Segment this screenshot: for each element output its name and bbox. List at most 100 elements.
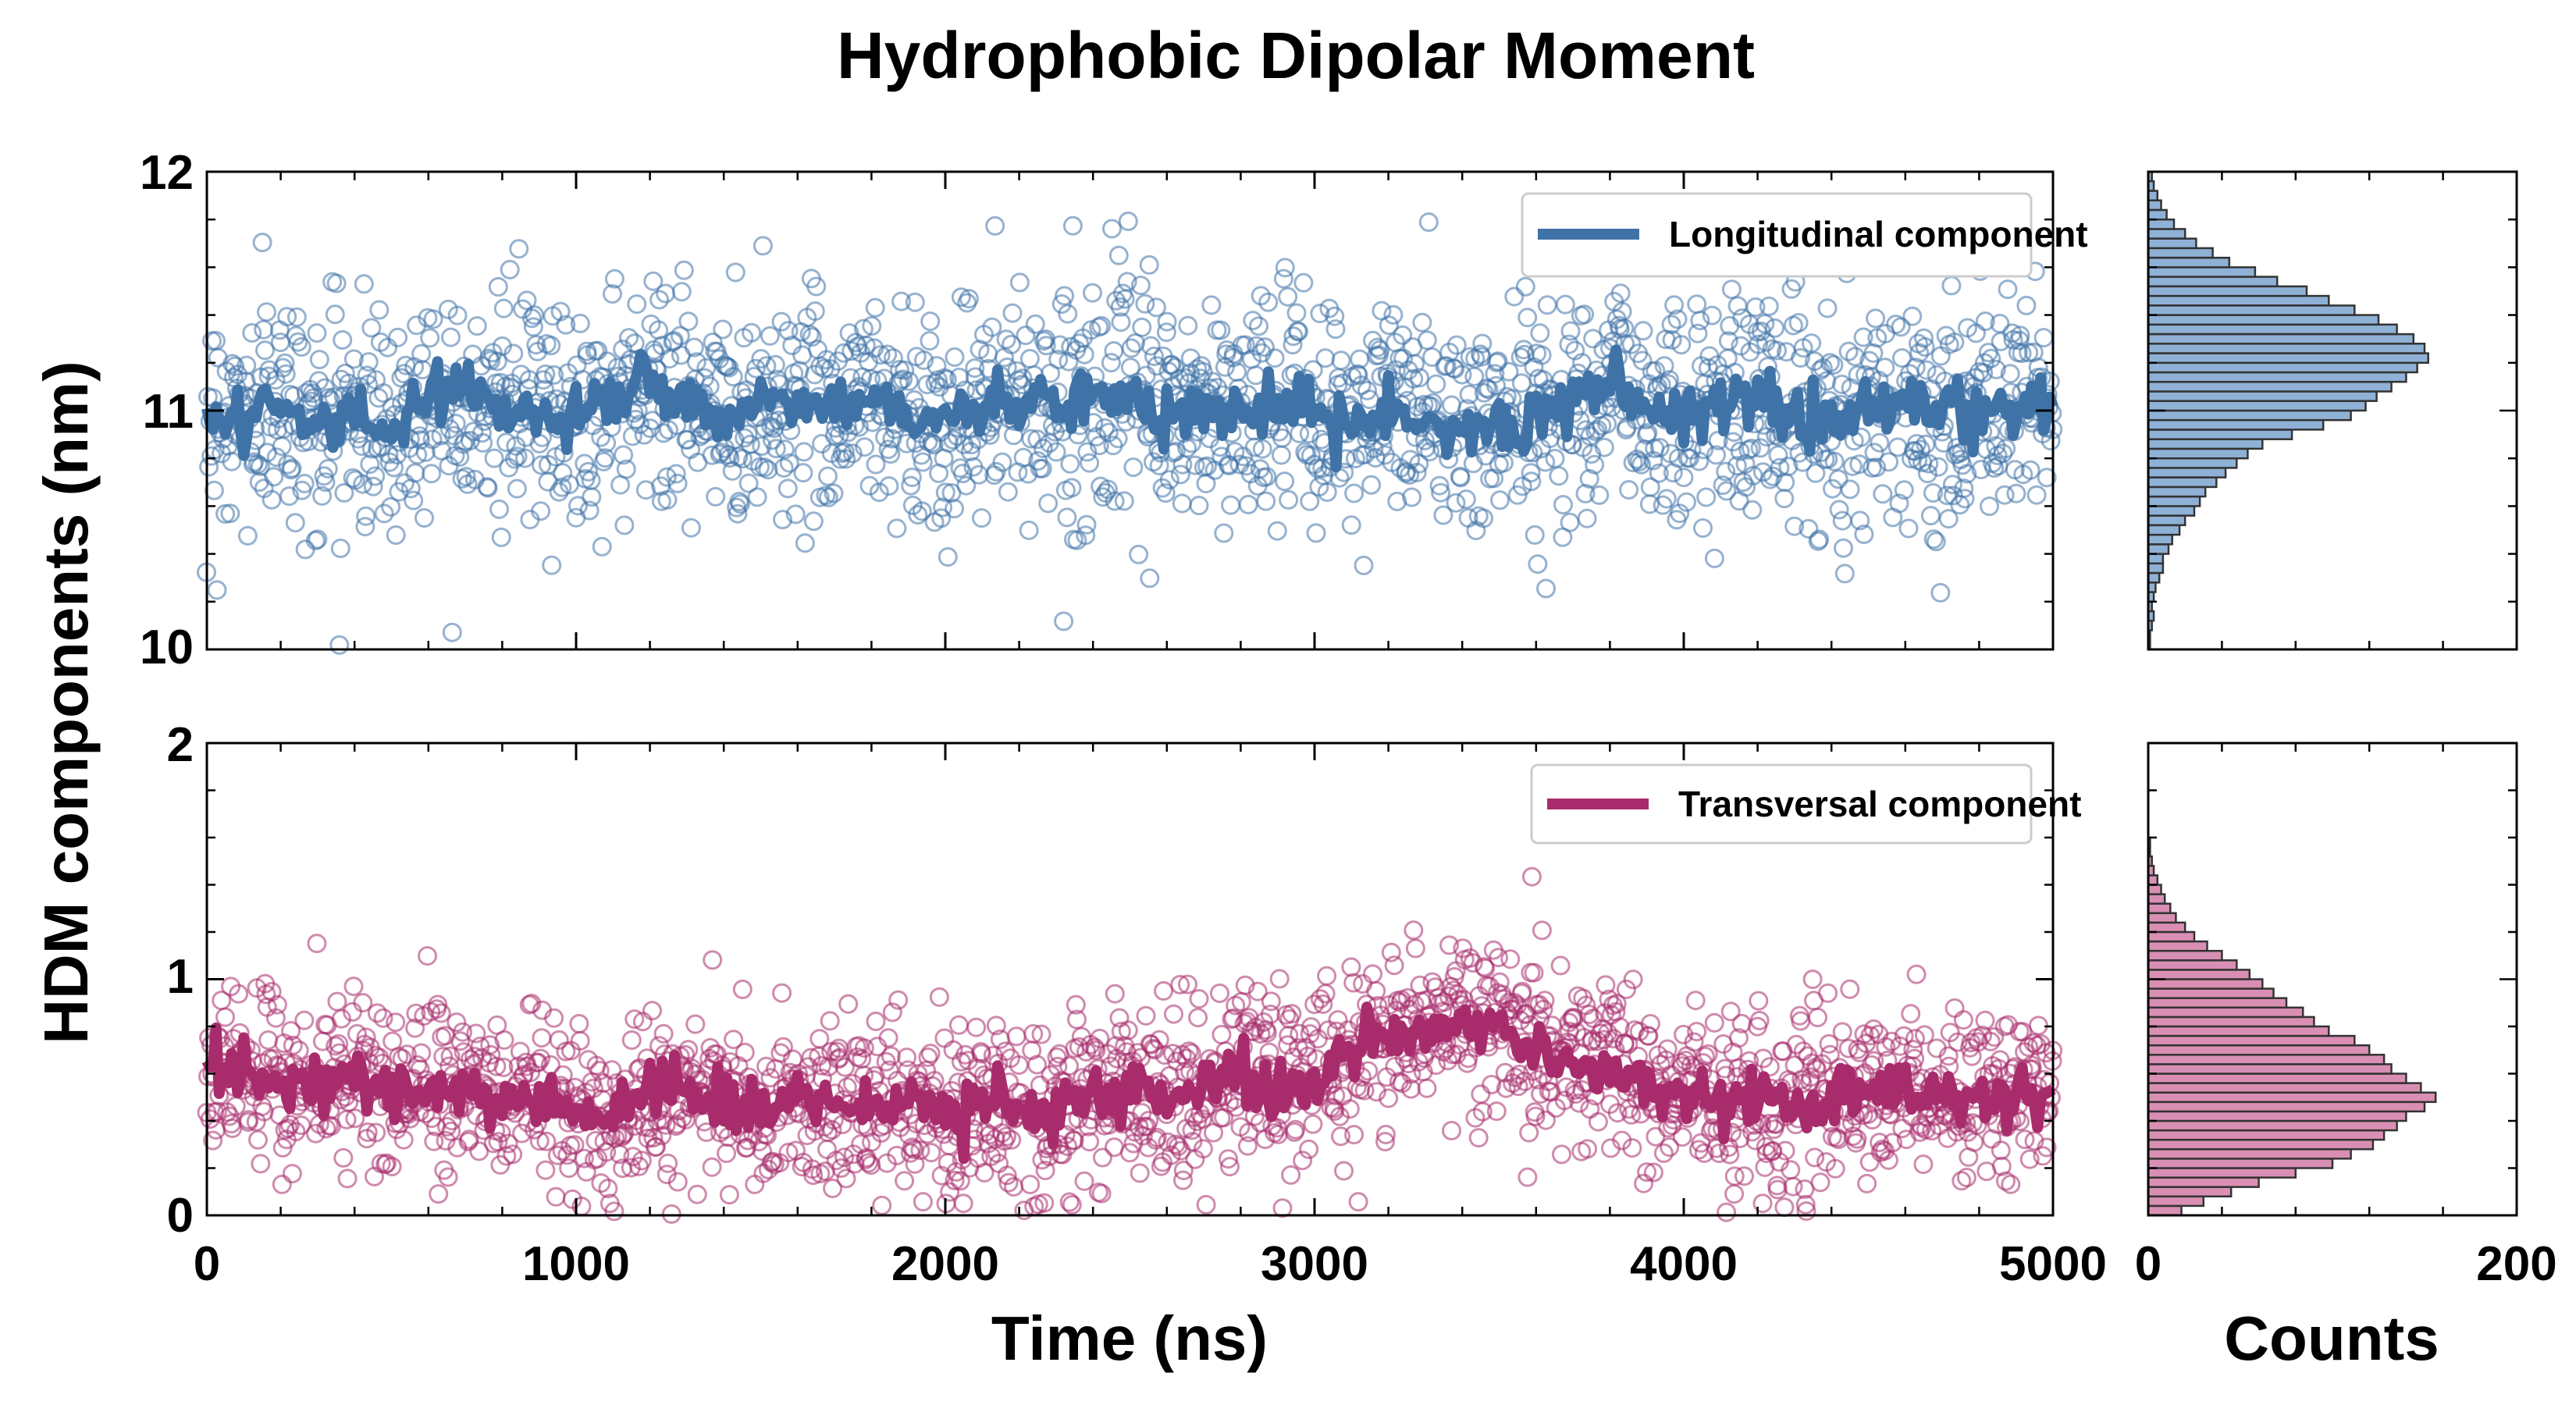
longitudinal-scatter-point bbox=[500, 259, 520, 279]
longitudinal-scatter-point bbox=[1423, 393, 1443, 413]
transversal-histogram-bar bbox=[2147, 1138, 2375, 1151]
transversal-scatter-point bbox=[735, 1042, 755, 1062]
transversal-scatter-point bbox=[1404, 920, 1424, 941]
transversal-scatter-point bbox=[1634, 1173, 1654, 1193]
longitudinal-scatter-point bbox=[1619, 480, 1639, 500]
transversal-scatter-point bbox=[773, 1037, 793, 1057]
transversal-scatter-point bbox=[724, 1030, 744, 1050]
longitudinal-scatter-point bbox=[1140, 336, 1161, 356]
longitudinal-scatter-point bbox=[1036, 336, 1056, 356]
longitudinal-scatter-point bbox=[836, 449, 856, 469]
longitudinal-scatter-point bbox=[747, 487, 767, 507]
transversal-scatter-point bbox=[1767, 1179, 1788, 1200]
longitudinal-scatter-point bbox=[496, 432, 517, 453]
longitudinal-scatter-point bbox=[1832, 510, 1852, 531]
transversal-histogram-bar bbox=[2147, 1063, 2393, 1075]
longitudinal-scatter-point bbox=[318, 459, 338, 478]
longitudinal-scatter-point bbox=[291, 337, 311, 357]
transversal-histogram-bar bbox=[2147, 1195, 2205, 1208]
longitudinal-scatter-point bbox=[1560, 512, 1580, 532]
longitudinal-scatter-point bbox=[1778, 457, 1799, 477]
transversal-scatter-point bbox=[535, 1160, 556, 1180]
longitudinal-scatter-point bbox=[779, 453, 799, 473]
longitudinal-scatter-point bbox=[1101, 353, 1121, 373]
longitudinal-scatter-point bbox=[1442, 395, 1462, 415]
longitudinal-scatter-point bbox=[242, 323, 262, 343]
longitudinal-scatter-point bbox=[360, 454, 380, 475]
transversal-scatter-point bbox=[1802, 1053, 1822, 1073]
y-tick-label-10: 10 bbox=[140, 621, 194, 674]
transversal-histogram-bar bbox=[2147, 1034, 2356, 1047]
transversal-scatter-point bbox=[656, 1115, 676, 1135]
transversal-scatter-point bbox=[327, 991, 347, 1012]
longitudinal-scatter-point bbox=[1393, 348, 1413, 368]
longitudinal-scatter-point bbox=[1144, 347, 1164, 366]
longitudinal-scatter-point bbox=[1407, 462, 1427, 482]
transversal-scatter-point bbox=[1952, 1171, 1972, 1191]
longitudinal-scatter-point bbox=[2020, 460, 2041, 480]
transversal-scatter-point bbox=[1299, 1139, 1319, 1159]
longitudinal-scatter-point bbox=[1892, 348, 1912, 368]
transversal-scatter-point bbox=[428, 994, 448, 1015]
transversal-scatter-point bbox=[2015, 1129, 2035, 1150]
transversal-scatter-point bbox=[367, 1003, 387, 1023]
transversal-scatter-point bbox=[1179, 1041, 1199, 1062]
longitudinal-scatter-point bbox=[423, 309, 443, 329]
transversal-scatter-point bbox=[1775, 1140, 1795, 1161]
longitudinal-scatter-point bbox=[1649, 463, 1669, 483]
longitudinal-scatter-point bbox=[891, 291, 912, 311]
longitudinal-scatter-point bbox=[1484, 468, 1504, 489]
transversal-scatter-point bbox=[1278, 1035, 1298, 1055]
longitudinal-scatter-point bbox=[542, 555, 562, 575]
longitudinal-scatter-point bbox=[773, 510, 793, 530]
longitudinal-scatter-point bbox=[1677, 492, 1696, 512]
longitudinal-scatter-point bbox=[1536, 578, 1556, 599]
transversal-scatter-point bbox=[598, 1179, 618, 1199]
transversal-scatter-point bbox=[1090, 1028, 1110, 1048]
transversal-scatter-point bbox=[1953, 1010, 1973, 1030]
longitudinal-scatter-point bbox=[578, 461, 599, 482]
longitudinal-scatter-point bbox=[1433, 505, 1453, 525]
longitudinal-scatter-point bbox=[938, 547, 958, 567]
longitudinal-histogram-bar bbox=[2147, 467, 2227, 478]
longitudinal-scatter-point bbox=[264, 467, 284, 487]
longitudinal-scatter-point bbox=[277, 307, 297, 327]
longitudinal-histogram-bar bbox=[2147, 476, 2218, 489]
transversal-scatter-point bbox=[512, 1123, 532, 1144]
longitudinal-scatter-point bbox=[1091, 315, 1112, 336]
longitudinal-scatter-point bbox=[1334, 462, 1354, 482]
longitudinal-histogram-bar bbox=[2147, 495, 2201, 507]
longitudinal-scatter-point bbox=[1517, 308, 1538, 328]
longitudinal-histogram-bar bbox=[2147, 304, 2356, 316]
transversal-scatter-point bbox=[1892, 1119, 1912, 1139]
longitudinal-scatter-point bbox=[1387, 491, 1407, 511]
longitudinal-scatter-point bbox=[352, 436, 372, 457]
transversal-scatter-point bbox=[1638, 1026, 1659, 1046]
longitudinal-histogram-bar bbox=[2147, 438, 2264, 450]
transversal-scatter-point bbox=[1397, 988, 1418, 1008]
longitudinal-scatter-point bbox=[1080, 453, 1100, 473]
longitudinal-scatter-point bbox=[1493, 453, 1514, 473]
longitudinal-scatter-point bbox=[1317, 482, 1337, 502]
longitudinal-scatter-point bbox=[1426, 374, 1446, 394]
longitudinal-scatter-point bbox=[1749, 334, 1768, 354]
longitudinal-scatter-point bbox=[315, 472, 336, 493]
longitudinal-scatter-point bbox=[1755, 314, 1775, 334]
transversal-scatter-point bbox=[1818, 983, 1838, 1003]
transversal-scatter-point bbox=[678, 1040, 699, 1060]
longitudinal-scatter-point bbox=[1957, 464, 1977, 484]
longitudinal-scatter-point bbox=[481, 350, 501, 371]
transversal-scatter-point bbox=[812, 1055, 831, 1076]
longitudinal-scatter-point bbox=[1614, 318, 1635, 338]
transversal-scatter-point bbox=[1763, 1140, 1783, 1161]
transversal-scatter-point bbox=[1272, 1198, 1293, 1218]
longitudinal-scatter-point bbox=[1076, 514, 1097, 535]
longitudinal-scatter-point bbox=[996, 329, 1016, 350]
longitudinal-scatter-point bbox=[1930, 582, 1951, 603]
longitudinal-histogram-bar bbox=[2147, 266, 2257, 278]
transversal-scatter-point bbox=[1354, 1080, 1375, 1101]
transversal-scatter-point bbox=[1303, 1114, 1323, 1134]
longitudinal-scatter-point bbox=[1344, 483, 1364, 503]
transversal-scatter-point bbox=[876, 1051, 896, 1072]
longitudinal-scatter-point bbox=[1331, 350, 1351, 371]
